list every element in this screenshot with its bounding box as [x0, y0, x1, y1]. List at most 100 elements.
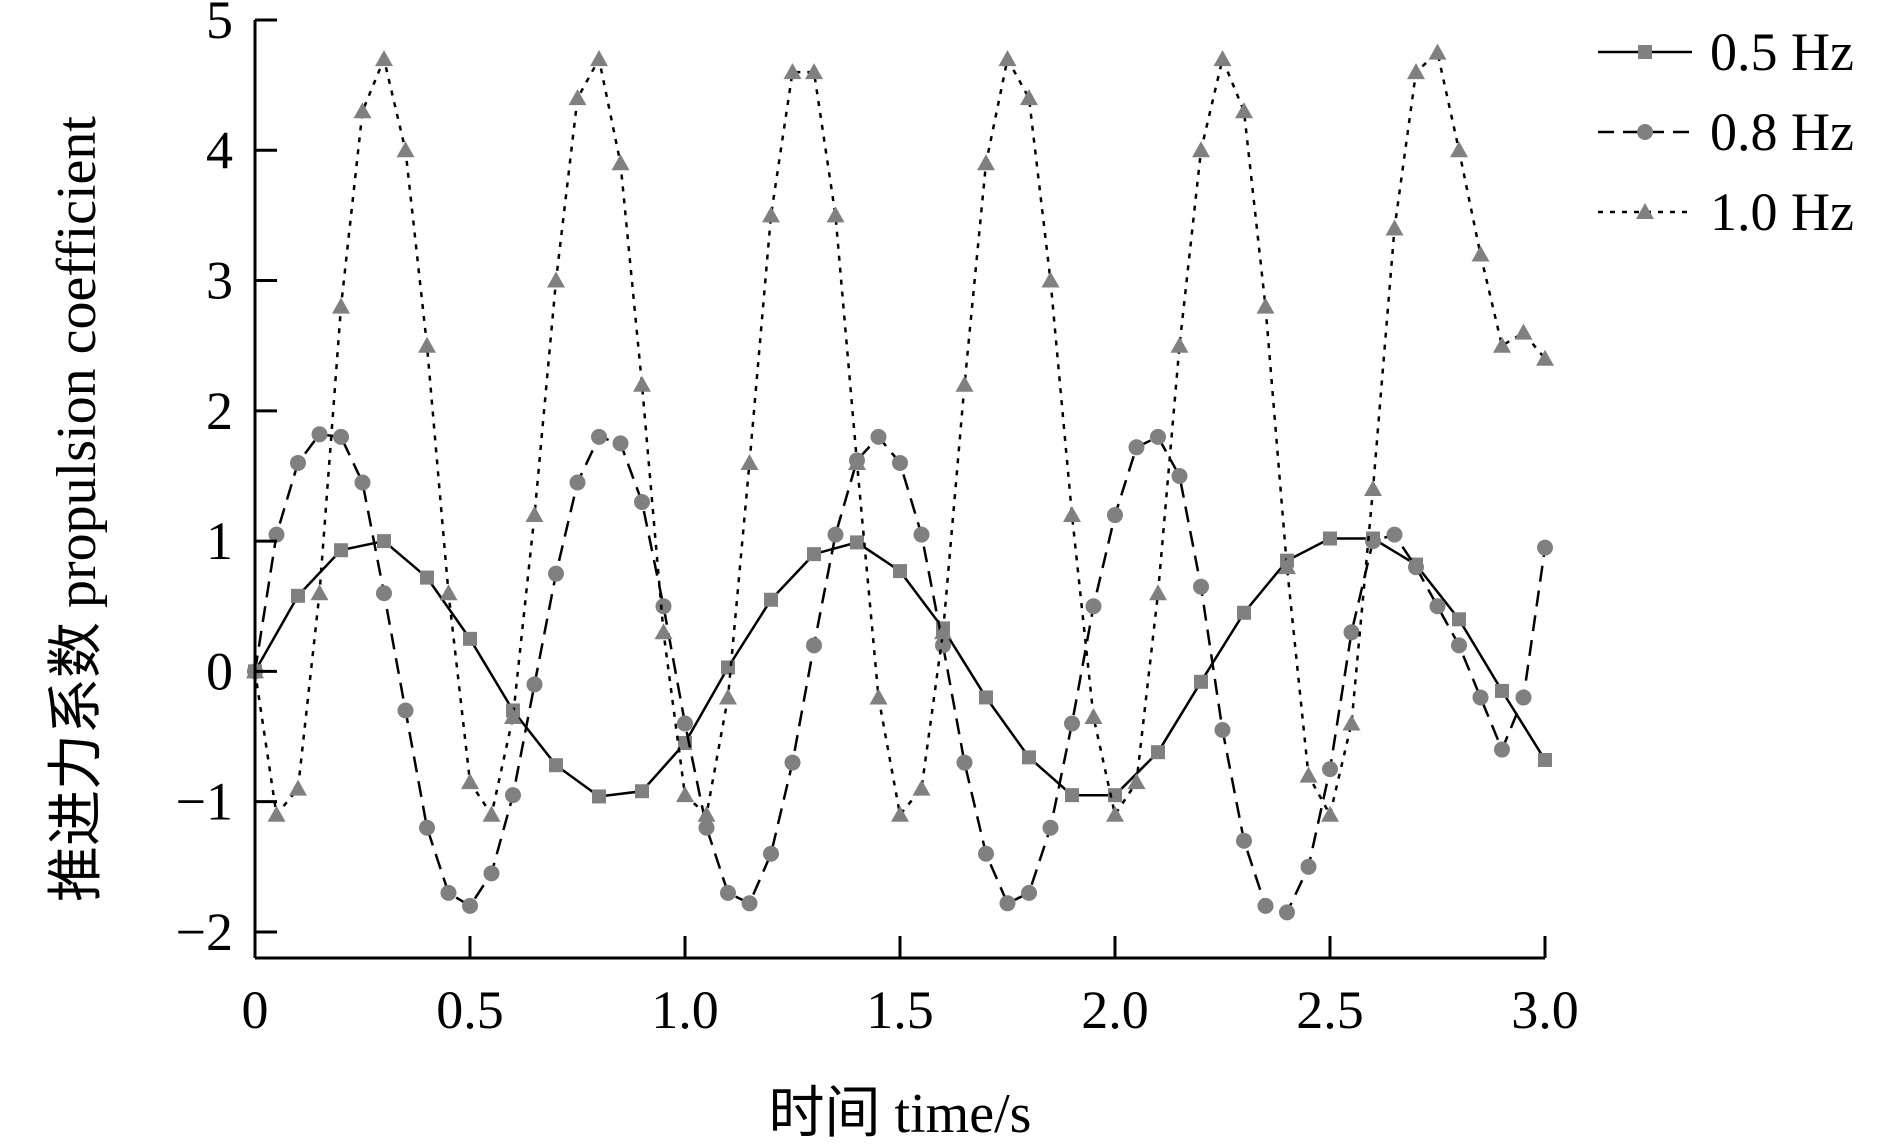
- x-tick-label: 3.0: [1511, 980, 1579, 1040]
- data-point: [289, 779, 307, 796]
- data-point: [912, 779, 931, 796]
- data-point: [461, 773, 479, 790]
- x-tick-label: 2.5: [1296, 980, 1364, 1040]
- data-point: [311, 426, 328, 443]
- data-point: [547, 271, 565, 288]
- data-point: [741, 895, 758, 912]
- data-point: [1495, 683, 1509, 698]
- data-point: [462, 897, 478, 914]
- data-point: [1536, 349, 1554, 366]
- data-point: [998, 50, 1017, 67]
- legend: 0.5 Hz 0.8 Hz 1.0 Hz: [1598, 22, 1854, 242]
- data-point: [1256, 297, 1275, 314]
- data-point: [1041, 271, 1060, 288]
- data-point: [590, 50, 608, 67]
- data-point: [978, 845, 994, 862]
- data-point: [1515, 689, 1532, 706]
- data-point: [784, 754, 801, 771]
- data-point: [268, 526, 285, 543]
- data-point: [548, 565, 564, 582]
- data-point: [655, 598, 672, 615]
- data-point: [504, 707, 522, 724]
- data-point: [1085, 598, 1102, 615]
- legend-label: 0.8 Hz: [1710, 102, 1854, 162]
- data-point: [827, 526, 844, 543]
- y-tick-label: 0: [206, 641, 233, 701]
- legend-item: 1.0 Hz: [1598, 182, 1854, 242]
- data-point: [290, 454, 306, 471]
- data-point: [935, 637, 951, 654]
- data-point: [1171, 467, 1188, 484]
- data-point: [1149, 584, 1167, 601]
- data-point: [612, 435, 629, 452]
- data-point: [1020, 89, 1038, 106]
- data-point: [591, 428, 607, 445]
- data-point: [1323, 531, 1337, 546]
- data-point: [1514, 323, 1533, 340]
- data-point: [892, 454, 908, 471]
- data-point: [420, 570, 434, 585]
- data-point: [1237, 605, 1251, 620]
- data-point: [1236, 832, 1252, 849]
- x-axis-title: 时间 time/s: [769, 1083, 1032, 1144]
- data-point: [762, 206, 780, 223]
- data-point: [869, 688, 888, 705]
- data-point: [1021, 884, 1037, 901]
- data-point: [483, 865, 500, 882]
- data-point: [850, 535, 864, 550]
- data-point: [376, 585, 392, 602]
- y-tick-label: 2: [206, 381, 233, 441]
- data-point: [354, 474, 371, 491]
- data-point: [418, 336, 436, 353]
- data-point: [955, 375, 974, 392]
- data-point: [592, 789, 606, 804]
- data-point: [1151, 745, 1165, 760]
- legend-label: 1.0 Hz: [1710, 182, 1854, 242]
- data-point: [719, 688, 737, 705]
- legend-label: 0.5 Hz: [1710, 22, 1854, 82]
- data-point: [1128, 439, 1145, 456]
- data-point: [1300, 858, 1317, 875]
- data-point: [677, 715, 693, 732]
- data-point: [807, 547, 821, 562]
- data-point: [310, 584, 329, 601]
- legend-item: 0.8 Hz: [1598, 102, 1854, 162]
- data-point: [934, 623, 952, 640]
- data-point: [419, 819, 435, 836]
- data-point: [1385, 219, 1404, 236]
- data-point: [805, 63, 823, 80]
- data-point: [1192, 141, 1210, 158]
- data-point: [783, 63, 802, 80]
- data-point: [697, 805, 716, 822]
- data-point: [1494, 741, 1510, 758]
- data-point: [1538, 752, 1552, 767]
- data-point: [635, 784, 649, 799]
- data-point: [1299, 766, 1318, 783]
- data-point: [1193, 578, 1209, 595]
- data-point: [1106, 805, 1124, 822]
- data-point: [1429, 598, 1446, 615]
- data-point: [1214, 722, 1231, 739]
- x-tick-label: 1.0: [651, 980, 719, 1040]
- axes: −2 −1 0 1 2 3 4 5 0 0.5 1.0 1.5 2.0 2.5 3.0: [176, 0, 1579, 1040]
- data-point: [1365, 533, 1381, 550]
- x-tick-label: 1.5: [866, 980, 934, 1040]
- y-axis-title: 推进力系数 propulsion coefficient: [46, 116, 108, 902]
- data-point: [1127, 773, 1146, 790]
- data-point: [1637, 124, 1653, 140]
- y-tick-label: −1: [176, 772, 233, 832]
- data-point: [720, 884, 736, 901]
- data-point: [956, 754, 973, 771]
- data-point: [482, 805, 501, 822]
- data-point: [1364, 480, 1382, 496]
- data-point: [1342, 714, 1361, 731]
- data-point: [334, 543, 348, 558]
- data-point: [526, 676, 543, 693]
- data-point: [806, 637, 822, 654]
- data-point: [1636, 203, 1654, 219]
- data-point: [463, 631, 477, 646]
- data-point: [654, 623, 673, 640]
- data-point: [396, 141, 415, 158]
- data-point: [569, 474, 586, 491]
- data-point: [1257, 897, 1274, 914]
